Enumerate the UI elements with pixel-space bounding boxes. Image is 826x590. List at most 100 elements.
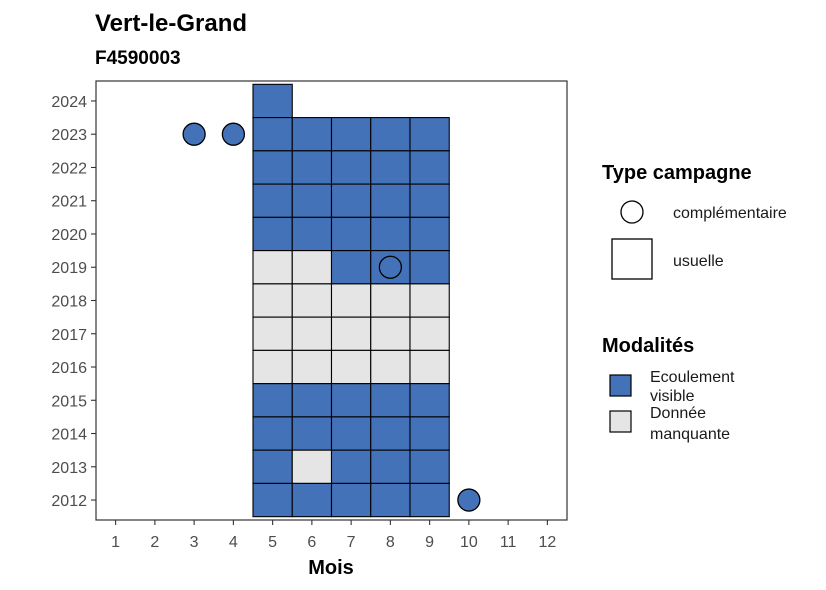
x-tick-label-2: 2 xyxy=(150,534,159,551)
legend-type-campagne: Type campagne complémentaire usuelle xyxy=(602,162,787,280)
x-tick-label-8: 8 xyxy=(386,534,395,551)
tile-2014-5 xyxy=(252,416,293,451)
tile-2016-6 xyxy=(291,349,333,385)
tile-2013-5 xyxy=(252,449,293,484)
y-tick-label-2022: 2022 xyxy=(51,160,87,177)
tile-2017-5 xyxy=(252,316,293,351)
plot-panel xyxy=(95,80,568,521)
legend-key-visible xyxy=(609,374,632,397)
chart-subtitle: F4590003 xyxy=(95,48,181,69)
tile-2023-7 xyxy=(330,117,372,152)
tile-2016-8 xyxy=(370,349,411,385)
tile-2014-9 xyxy=(409,416,450,451)
tile-2021-6 xyxy=(291,183,333,218)
tile-2023-6 xyxy=(291,117,333,152)
point-2023-3 xyxy=(182,122,206,146)
tile-2019-7 xyxy=(330,250,372,285)
point-2012-10 xyxy=(457,488,481,512)
y-tick-label-2013: 2013 xyxy=(51,460,87,477)
tile-2015-7 xyxy=(330,383,372,418)
legend-label-visible-line2: visible xyxy=(650,388,695,405)
tile-2016-7 xyxy=(330,349,372,385)
tile-2015-8 xyxy=(370,383,411,418)
tile-2019-6 xyxy=(291,250,333,285)
tile-2023-5 xyxy=(252,117,293,152)
tile-2022-7 xyxy=(330,150,372,185)
legend-type-item-complementaire: complémentaire xyxy=(673,205,787,222)
legend-square-symbol xyxy=(611,238,653,280)
x-tick-label-9: 9 xyxy=(425,534,434,551)
x-axis: 1 2 3 4 5 6 7 8 9 10 11 12 xyxy=(111,520,556,551)
tile-2012-8 xyxy=(370,482,411,518)
tile-2018-9 xyxy=(409,283,450,318)
tile-2012-5 xyxy=(252,482,293,518)
tile-2018-5 xyxy=(252,283,293,318)
point-2019-8 xyxy=(378,255,403,279)
tile-2016-5 xyxy=(252,349,293,385)
point-2023-4 xyxy=(221,122,246,146)
y-tick-label-2018: 2018 xyxy=(51,294,87,311)
tile-2014-8 xyxy=(370,416,411,451)
tile-2021-9 xyxy=(409,183,450,218)
tile-2020-6 xyxy=(291,216,333,252)
x-axis-label: Mois xyxy=(308,557,354,579)
tile-2013-8 xyxy=(370,449,411,484)
tile-2022-8 xyxy=(370,150,411,185)
tile-2018-6 xyxy=(291,283,333,318)
tile-2022-5 xyxy=(252,150,293,185)
tile-2021-7 xyxy=(330,183,372,218)
tile-2016-9 xyxy=(409,349,450,385)
tile-2014-6 xyxy=(291,416,333,451)
y-tick-label-2014: 2014 xyxy=(51,427,87,444)
tile-2012-7 xyxy=(330,482,372,518)
x-tick-label-10: 10 xyxy=(460,534,478,551)
y-axis: 2012 2013 2014 2015 2016 2017 2018 2019 2020 2021… xyxy=(51,94,96,510)
tile-2017-7 xyxy=(330,316,372,351)
y-tick-label-2015: 2015 xyxy=(51,393,87,410)
tile-2019-9 xyxy=(409,250,450,285)
legend-key-missing xyxy=(609,410,632,433)
x-tick-label-3: 3 xyxy=(190,534,199,551)
y-tick-label-2021: 2021 xyxy=(51,194,87,211)
chart-title: Vert-le-Grand xyxy=(95,10,247,37)
x-tick-label-7: 7 xyxy=(347,534,356,551)
tile-2018-7 xyxy=(330,283,372,318)
x-tick-label-11: 11 xyxy=(500,534,517,551)
y-tick-label-2020: 2020 xyxy=(51,227,87,244)
y-tick-label-2019: 2019 xyxy=(51,260,87,277)
tile-2020-9 xyxy=(409,216,450,252)
legend-modalites: Modalités Ecoulement visible Donnée manq… xyxy=(602,335,735,443)
legend-type-title: Type campagne xyxy=(602,162,752,184)
tile-2015-9 xyxy=(409,383,450,418)
tile-2014-7 xyxy=(330,416,372,451)
tile-2015-5 xyxy=(252,383,293,418)
tile-2022-6 xyxy=(291,150,333,185)
tile-2020-5 xyxy=(252,216,293,252)
tile-2013-9 xyxy=(409,449,450,484)
tile-2022-9 xyxy=(409,150,450,185)
y-tick-label-2012: 2012 xyxy=(51,493,87,510)
legend-label-missing-line1: Donnée xyxy=(650,405,706,422)
tile-2019-5 xyxy=(252,250,293,285)
tile-2021-8 xyxy=(370,183,411,218)
y-tick-label-2017: 2017 xyxy=(51,327,87,344)
legend-type-item-usuelle: usuelle xyxy=(673,253,724,270)
x-tick-label-4: 4 xyxy=(229,534,238,551)
tile-2012-6 xyxy=(291,482,333,518)
tile-2015-6 xyxy=(291,383,333,418)
x-tick-label-5: 5 xyxy=(268,534,277,551)
tile-2017-9 xyxy=(409,316,450,351)
legend-label-visible-line1: Ecoulement xyxy=(650,369,735,386)
tile-2023-9 xyxy=(409,117,450,152)
y-tick-label-2023: 2023 xyxy=(51,127,87,144)
legend-label-missing-line2: manquante xyxy=(650,426,730,443)
tile-2012-9 xyxy=(409,482,450,518)
tile-2024-5 xyxy=(252,83,293,119)
tile-2017-6 xyxy=(291,316,333,351)
y-tick-label-2016: 2016 xyxy=(51,360,87,377)
x-tick-label-12: 12 xyxy=(538,534,556,551)
tile-2018-8 xyxy=(370,283,411,318)
y-tick-label-2024: 2024 xyxy=(51,94,87,111)
tile-2023-8 xyxy=(370,117,411,152)
